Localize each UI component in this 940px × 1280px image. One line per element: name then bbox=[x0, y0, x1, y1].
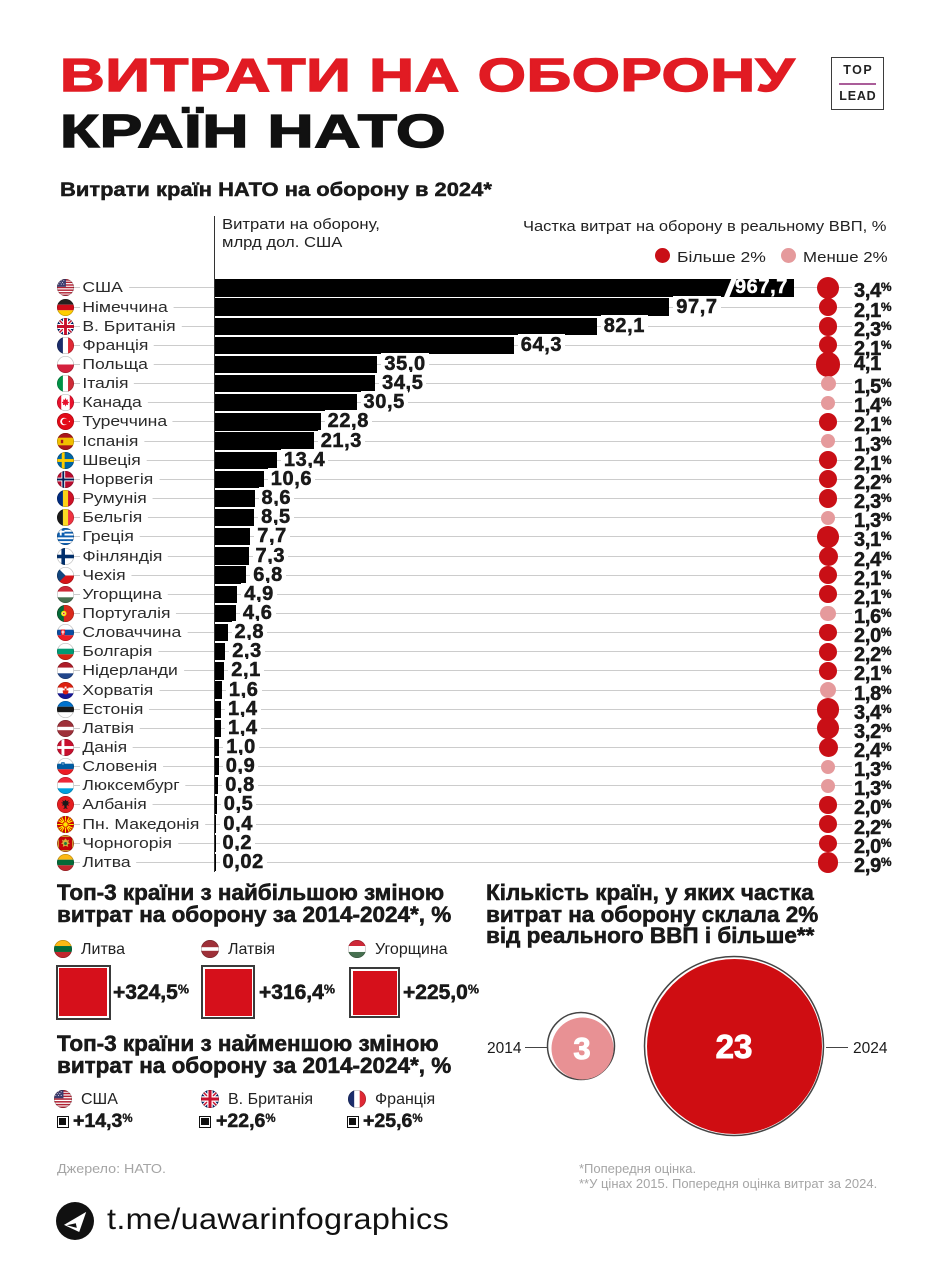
svg-text:23: 23 bbox=[716, 1028, 753, 1065]
svg-text:3: 3 bbox=[573, 1031, 590, 1066]
